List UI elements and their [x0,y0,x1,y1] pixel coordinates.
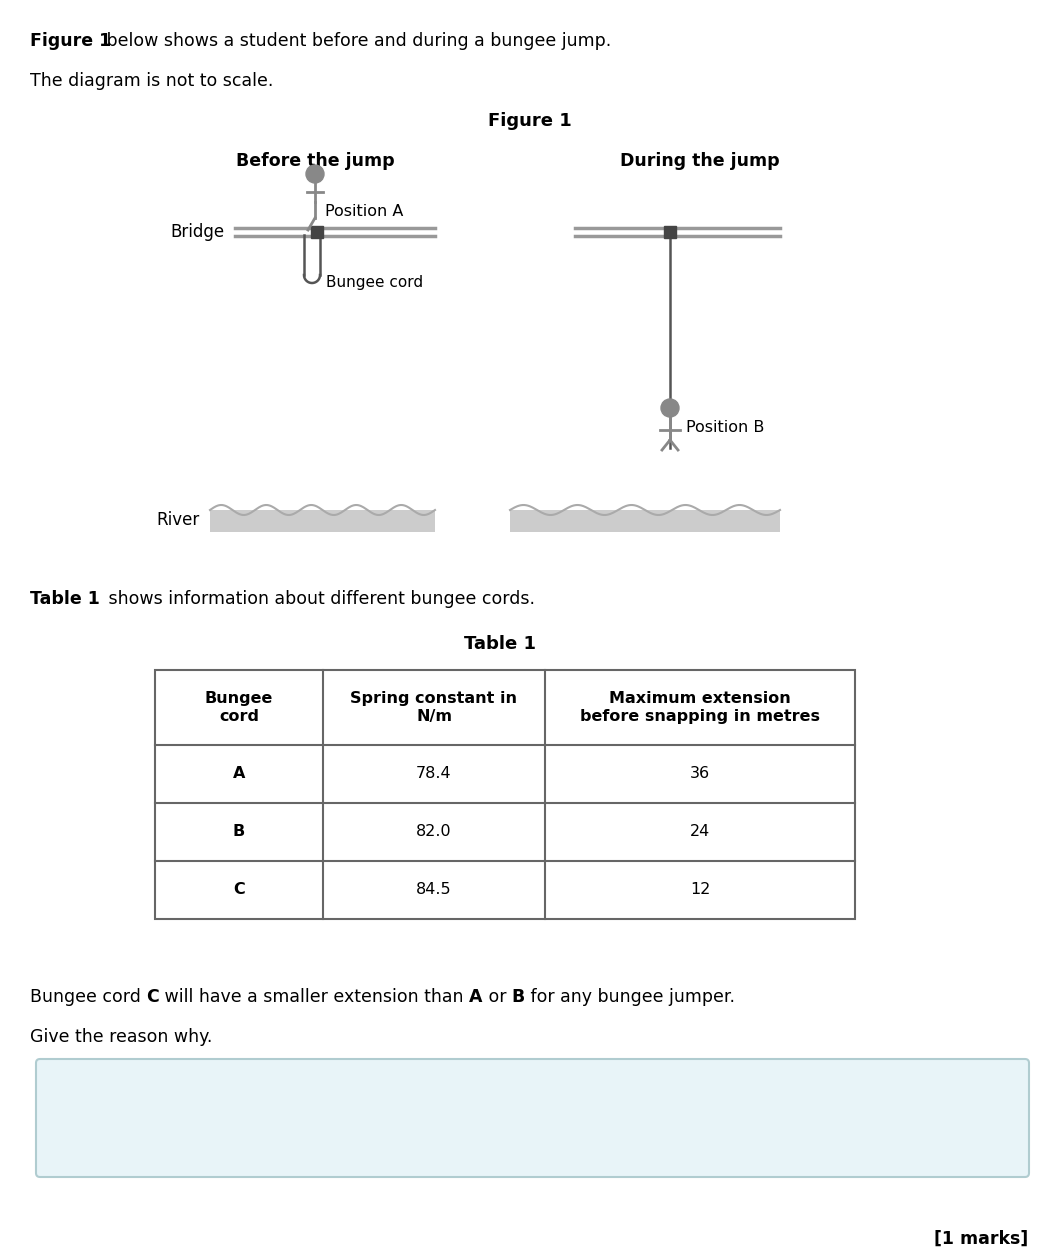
Bar [155,670,855,919]
Text: 12: 12 [690,883,710,898]
Text: Figure 1: Figure 1 [488,112,572,130]
Circle shape [661,399,679,418]
Text: 36: 36 [690,766,710,781]
Text: B: B [512,988,525,1006]
Text: Give the reason why.: Give the reason why. [30,1028,212,1046]
Text: Bridge: Bridge [171,223,225,241]
Text: Position B: Position B [686,420,764,435]
Text: River: River [157,510,200,529]
Text: Bungee
cord: Bungee cord [205,691,273,724]
Text: for any bungee jumper.: for any bungee jumper. [525,988,735,1006]
Text: Table 1: Table 1 [464,635,536,653]
FancyBboxPatch shape [36,1058,1029,1178]
Text: shows information about different bungee cords.: shows information about different bungee… [103,589,535,608]
Text: Spring constant in
N/m: Spring constant in N/m [351,691,517,724]
Text: B: B [233,824,245,839]
Text: Maximum extension
before snapping in metres: Maximum extension before snapping in met… [580,691,820,724]
Text: or: or [482,988,512,1006]
Text: A: A [233,766,245,781]
Text: Bungee cord: Bungee cord [30,988,146,1006]
Text: C: C [146,988,159,1006]
Text: C: C [233,883,245,898]
Text: 82.0: 82.0 [417,824,452,839]
Text: below shows a student before and during a bungee jump.: below shows a student before and during … [101,33,612,50]
Text: 78.4: 78.4 [417,766,452,781]
Text: Position A: Position A [325,204,404,219]
Text: A: A [470,988,482,1006]
Circle shape [306,166,324,183]
Text: [1 marks]: [1 marks] [934,1230,1028,1248]
Text: 24: 24 [690,824,710,839]
Text: will have a smaller extension than: will have a smaller extension than [159,988,470,1006]
Text: Table 1: Table 1 [30,589,100,608]
Text: Figure 1: Figure 1 [30,33,111,50]
Bar [510,510,780,532]
Text: The diagram is not to scale.: The diagram is not to scale. [30,71,273,90]
Text: 84.5: 84.5 [417,883,452,898]
Text: Bungee cord: Bungee cord [326,275,423,290]
Bar [210,510,435,532]
Text: During the jump: During the jump [620,152,780,171]
Text: Before the jump: Before the jump [235,152,394,171]
